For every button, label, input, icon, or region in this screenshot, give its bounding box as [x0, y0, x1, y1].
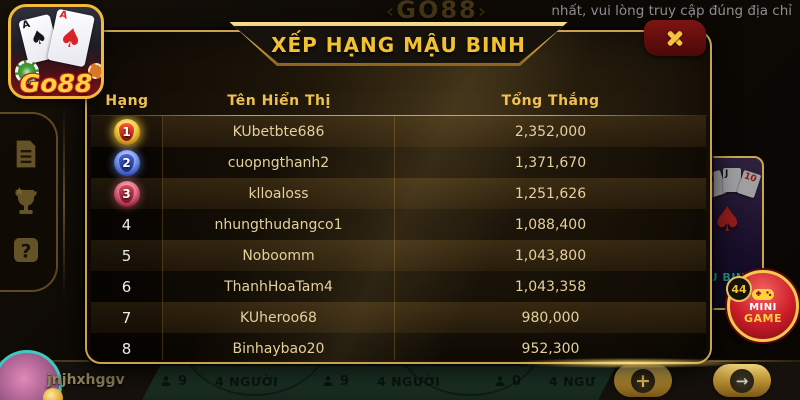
table-widget[interactable]: 9 4 NGƯỜI [322, 362, 440, 400]
table-row: 4 nhungthudangco1 1,088,400 [91, 209, 706, 240]
close-x-icon [665, 28, 685, 48]
column-name: Tên Hiển Thị [227, 93, 331, 109]
name-cell: Binhaybao20 [163, 333, 395, 360]
table-widget[interactable]: 0 4 NGƯ [494, 362, 596, 400]
go88-logo[interactable]: A ♠ A ♠ Go88 [8, 4, 104, 99]
plus-icon: + [631, 368, 655, 393]
orange-poker-chip-icon [88, 63, 101, 79]
name-cell: KUbetbte686 [163, 116, 395, 147]
name-cell: KUheroo68 [163, 302, 395, 333]
modal-title-banner: XẾP HẠNG MẬU BINH [229, 22, 568, 66]
mini-game-count-badge: 44 [726, 276, 752, 302]
rank-cell: 5 [91, 240, 163, 271]
modal-title: XẾP HẠNG MẬU BINH [271, 32, 526, 57]
table-row: 1 KUbetbte686 2,352,000 [91, 116, 706, 147]
table-type-label: 4 NGƯỜI [215, 373, 279, 389]
red-spade-icon: ♠ [712, 200, 743, 240]
add-table-button[interactable]: + [614, 364, 672, 397]
arrow-right-icon: → [730, 368, 754, 393]
total-cell: 1,043,358 [514, 278, 587, 295]
felt-tables-strip [142, 362, 618, 400]
rank-3-badge-icon: 3 [113, 180, 140, 207]
mini-game-line1: MINI [749, 302, 777, 313]
table-header: Hạng Tên Hiển Thị Tổng Thắng [91, 88, 706, 114]
quick-join-button[interactable]: → [713, 364, 771, 397]
rank-1-badge-icon: 1 [113, 118, 140, 145]
coin-icon [43, 388, 63, 400]
header-divider [89, 115, 708, 116]
column-rank: Hạng [105, 93, 149, 109]
total-cell: 980,000 [521, 309, 580, 326]
name-cell: ThanhHoaTam4 [163, 271, 395, 302]
leaderboard-rows: 1 KUbetbte686 2,352,000 2 cuopngthanh2 1… [91, 116, 706, 360]
player-count: 0 [512, 373, 522, 389]
green-poker-chip-icon [15, 60, 39, 84]
table-type-label: 4 NGƯỜI [377, 373, 441, 389]
total-cell: 952,300 [521, 340, 580, 357]
rank-cell: 8 [91, 333, 163, 360]
svg-text:?: ? [21, 241, 32, 262]
player-count: 9 [178, 373, 188, 389]
table-widget[interactable]: 9 4 NGƯỜI [160, 362, 278, 400]
player-count: 9 [340, 373, 350, 389]
emblem-right-wing: › [477, 0, 488, 23]
rank-cell: 7 [91, 302, 163, 333]
logo-brand-text: Go88 [19, 69, 93, 98]
rank-2-badge-icon: 2 [113, 149, 140, 176]
leaderboard-modal: XẾP HẠNG MẬU BINH Hạng Tên Hiển Thị Tổng… [85, 20, 712, 364]
left-sidebar: ? [0, 112, 58, 292]
emblem-left-wing: ‹ [386, 0, 397, 23]
player-count-icon [323, 376, 333, 386]
mini-game-line2: GAME [743, 312, 782, 325]
help-icon[interactable]: ? [10, 234, 42, 266]
frame-divider [63, 106, 65, 298]
rank-cell: 6 [91, 271, 163, 302]
red-spade-icon: ♠ [56, 21, 86, 57]
total-cell: 1,043,800 [514, 247, 587, 264]
total-cell: 1,371,670 [514, 154, 587, 171]
table-row: 7 KUheroo68 980,000 [91, 302, 706, 333]
table-type-label: 4 NGƯ [549, 373, 596, 389]
total-cell: 1,088,400 [514, 216, 587, 233]
modal-bottom-glow [520, 358, 740, 368]
name-cell: klloaloss [163, 178, 395, 209]
top-notice-text: nhất, vui lòng truy cập đúng địa chỉ [551, 3, 792, 19]
name-cell: nhungthudangco1 [163, 209, 395, 240]
total-cell: 2,352,000 [514, 123, 587, 140]
rank-cell: 4 [91, 209, 163, 240]
trophy-icon[interactable] [10, 186, 42, 218]
table-row: 2 cuopngthanh2 1,371,670 [91, 147, 706, 178]
card-j: J [723, 168, 741, 192]
table-row: 5 Noboomm 1,043,800 [91, 240, 706, 271]
name-cell: cuopngthanh2 [163, 147, 395, 178]
total-cell: 1,251,626 [514, 185, 587, 202]
close-button[interactable] [644, 20, 706, 56]
table-row: 3 klloaloss 1,251,626 [91, 178, 706, 209]
name-cell: Noboomm [163, 240, 395, 271]
table-row: 8 Binhaybao20 952,300 [91, 333, 706, 360]
rank-cell: 3 [91, 178, 163, 209]
player-count-icon [495, 376, 505, 386]
lobby-brand-emblem: ‹GO88› [386, 0, 488, 24]
column-total: Tổng Thắng [501, 93, 600, 109]
table-row: 6 ThanhHoaTam4 1,043,358 [91, 271, 706, 302]
player-name: jnjhxhggv [47, 372, 125, 388]
rank-cell: 2 [91, 147, 163, 178]
mini-game-button[interactable]: MINI GAME 44 [726, 270, 799, 342]
player-count-icon [161, 376, 171, 386]
gamepad-icon [752, 289, 774, 300]
ace-red-card: A ♠ [47, 8, 95, 68]
document-icon[interactable] [10, 138, 42, 170]
rank-cell: 1 [91, 116, 163, 147]
